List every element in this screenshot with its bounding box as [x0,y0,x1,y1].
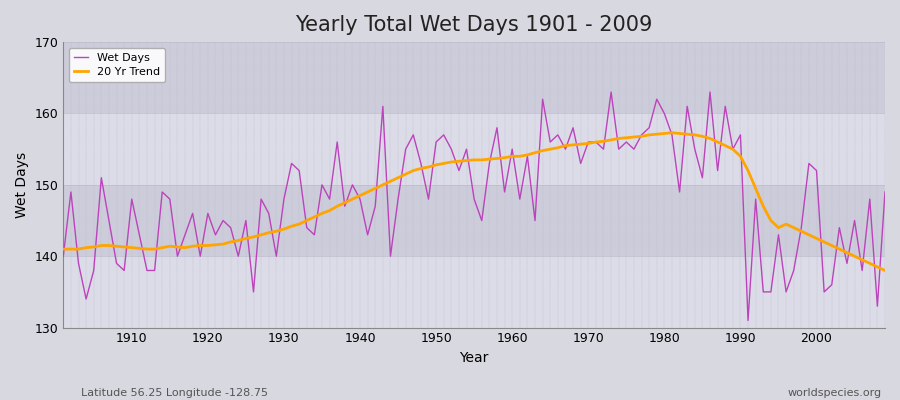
20 Yr Trend [500,155,510,160]
Y-axis label: Wet Days: Wet Days [15,152,29,218]
X-axis label: Year: Year [460,351,489,365]
Wet Days [119,268,130,273]
Wet Days [598,147,609,152]
Legend: Wet Days, 20 Yr Trend: Wet Days, 20 Yr Trend [68,48,166,82]
Bar [63,185,885,256]
20 Yr Trend [286,224,297,229]
Text: worldspecies.org: worldspecies.org [788,388,882,398]
Wet Days [606,90,616,94]
20 Yr Trend [332,204,343,209]
20 Yr Trend [879,268,890,273]
Bar [63,42,885,114]
Wet Days [507,147,517,152]
Bar [63,256,885,328]
Wet Days [332,140,343,144]
Wet Days [58,254,68,259]
Line: Wet Days: Wet Days [63,92,885,320]
20 Yr Trend [58,247,68,252]
20 Yr Trend [507,154,517,159]
Wet Days [286,161,297,166]
Bar [63,114,885,185]
Line: 20 Yr Trend: 20 Yr Trend [63,133,885,270]
20 Yr Trend [119,244,130,249]
20 Yr Trend [667,130,678,135]
Wet Days [500,190,510,194]
20 Yr Trend [598,139,609,144]
Wet Days [742,318,753,323]
Title: Yearly Total Wet Days 1901 - 2009: Yearly Total Wet Days 1901 - 2009 [295,15,652,35]
Wet Days [879,190,890,194]
Text: Latitude 56.25 Longitude -128.75: Latitude 56.25 Longitude -128.75 [81,388,268,398]
